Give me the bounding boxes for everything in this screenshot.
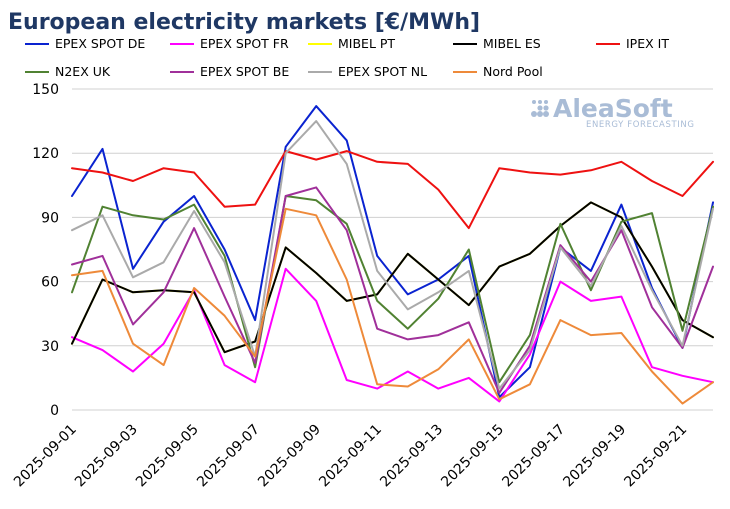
y-tick-label: 30 bbox=[41, 339, 59, 355]
logo-tagline: ENERGY FORECASTING bbox=[586, 120, 695, 130]
x-tick-label: 2025-09-17 bbox=[499, 422, 568, 491]
x-tick-label: 2025-09-21 bbox=[621, 422, 690, 491]
x-tick-label: 2025-09-19 bbox=[560, 422, 629, 491]
legend-label-epex-spot-fr: EPEX SPOT FR bbox=[200, 36, 289, 51]
logo-dots-icon bbox=[531, 100, 549, 117]
x-tick-label: 2025-09-05 bbox=[133, 422, 202, 491]
legend-label-ipex-it: IPEX IT bbox=[626, 36, 669, 51]
logo-name: AleaSoft bbox=[553, 94, 673, 123]
x-tick-label: 2025-09-11 bbox=[316, 422, 385, 491]
series-line-nord-pool bbox=[71, 207, 714, 405]
legend-label-epex-spot-be: EPEX SPOT BE bbox=[200, 64, 289, 79]
x-tick-label: 2025-09-13 bbox=[377, 422, 446, 491]
legend-label-mibel-es: MIBEL ES bbox=[483, 36, 541, 51]
y-tick-label: 60 bbox=[41, 275, 59, 291]
y-tick-label: 120 bbox=[32, 146, 59, 162]
legend-label-epex-spot-nl: EPEX SPOT NL bbox=[338, 64, 427, 79]
series-line-epex-spot-fr bbox=[71, 267, 714, 403]
y-tick-label: 0 bbox=[50, 403, 59, 419]
y-tick-label: 150 bbox=[32, 82, 59, 98]
legend-label-mibel-pt: MIBEL PT bbox=[338, 36, 395, 51]
x-tick-label: 2025-09-03 bbox=[72, 422, 141, 491]
series-line-mibel-es bbox=[71, 201, 714, 354]
x-axis-ticks: 2025-09-012025-09-032025-09-052025-09-07… bbox=[11, 422, 690, 491]
x-tick-label: 2025-09-09 bbox=[255, 422, 324, 491]
series-lines bbox=[71, 105, 714, 405]
x-tick-label: 2025-09-15 bbox=[438, 422, 507, 491]
legend-label-epex-spot-de: EPEX SPOT DE bbox=[55, 36, 145, 51]
legend-label-n2ex-uk: N2EX UK bbox=[55, 64, 111, 79]
x-tick-label: 2025-09-01 bbox=[11, 422, 80, 491]
chart-title: European electricity markets [€/MWh] bbox=[8, 10, 480, 35]
series-line-mibel-pt bbox=[71, 201, 714, 354]
chart-legend: EPEX SPOT DE EPEX SPOT FR MIBEL PT MIBEL ES… bbox=[25, 36, 669, 79]
series-line-epex-spot-nl bbox=[71, 120, 714, 390]
y-axis-ticks: 0 30 60 90 120 150 bbox=[32, 82, 59, 419]
legend-label-nord-pool: Nord Pool bbox=[483, 64, 543, 79]
aleasoft-logo: AleaSoft ENERGY FORECASTING bbox=[531, 94, 695, 130]
x-tick-label: 2025-09-07 bbox=[194, 422, 263, 491]
series-line-ipex-it bbox=[71, 150, 714, 230]
y-tick-label: 90 bbox=[41, 210, 59, 226]
y-gridlines bbox=[72, 88, 713, 411]
